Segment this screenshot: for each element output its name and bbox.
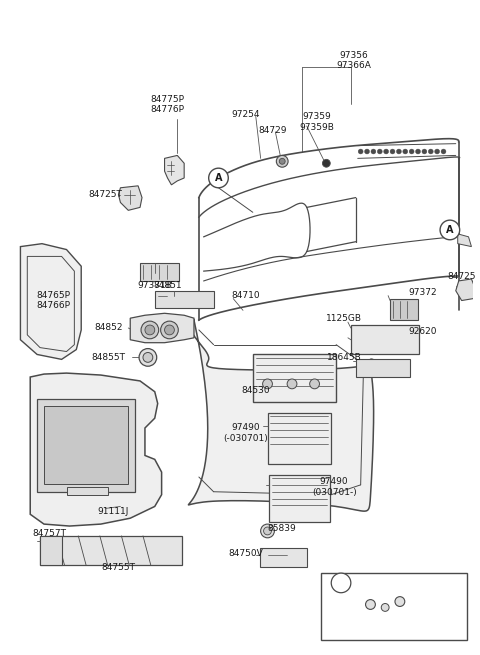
Polygon shape [21,244,81,360]
Circle shape [409,149,414,154]
Text: 84750V: 84750V [228,549,264,558]
Bar [253,354,336,402]
Circle shape [141,321,159,339]
Circle shape [390,149,395,154]
Circle shape [396,149,401,154]
Circle shape [165,325,174,335]
Circle shape [441,149,446,154]
Polygon shape [165,155,184,185]
Circle shape [358,149,363,154]
Circle shape [395,597,405,607]
Text: 84775P
84776P: 84775P 84776P [151,95,184,114]
Text: 84716T: 84716T [386,602,420,611]
Circle shape [371,149,376,154]
Bar [356,360,410,377]
Text: 84852: 84852 [95,324,123,333]
Text: 84855T: 84855T [92,353,126,362]
Text: 97356
97366A: 97356 97366A [336,50,371,70]
Circle shape [264,527,271,535]
Circle shape [261,524,275,538]
Text: 84725T: 84725T [89,190,123,199]
Bar [269,475,330,522]
Circle shape [377,149,382,154]
Text: 97254: 97254 [232,110,260,119]
Bar [37,399,135,492]
Text: 84851: 84851 [153,282,182,290]
Text: 84715G: 84715G [362,620,398,629]
Circle shape [263,379,273,389]
Circle shape [366,599,375,609]
Text: 1125GB: 1125GB [326,314,362,323]
Circle shape [428,149,433,154]
Text: 91111J: 91111J [97,507,128,516]
Circle shape [440,220,460,240]
Bar [67,487,108,495]
Text: 84755T: 84755T [101,563,135,572]
Text: 84530: 84530 [241,386,270,395]
Text: 97490
(030701-): 97490 (030701-) [312,477,357,496]
Circle shape [422,149,427,154]
Polygon shape [30,373,162,526]
Circle shape [287,379,297,389]
Bar [140,263,179,281]
Polygon shape [456,279,475,301]
Bar [40,536,61,565]
Bar [390,299,418,320]
Polygon shape [119,186,142,210]
Circle shape [403,149,408,154]
Text: 84710: 84710 [232,291,260,300]
Bar [40,536,182,565]
Bar [155,291,214,309]
Circle shape [381,603,389,611]
Text: 97372: 97372 [408,288,437,297]
Circle shape [435,149,440,154]
Bar [351,325,420,354]
Text: 97359
97359B: 97359 97359B [299,113,334,132]
Circle shape [276,155,288,167]
Text: 97490
(-030701): 97490 (-030701) [224,423,268,443]
Text: 84725: 84725 [447,272,476,280]
Circle shape [384,149,389,154]
Circle shape [143,352,153,362]
Circle shape [279,159,285,164]
Polygon shape [307,485,326,498]
Circle shape [416,149,420,154]
Circle shape [145,325,155,335]
Polygon shape [458,234,471,247]
Text: 84765P
84766P: 84765P 84766P [37,291,71,310]
Text: A: A [337,578,345,588]
Circle shape [310,379,320,389]
Polygon shape [189,320,374,511]
Bar [44,407,128,484]
Circle shape [365,149,370,154]
Bar [267,413,331,464]
Text: 92620: 92620 [408,328,437,337]
Bar [260,548,307,567]
Text: 18645B: 18645B [326,353,361,362]
Text: 97371B: 97371B [137,282,172,290]
Text: 84729: 84729 [258,126,287,136]
Circle shape [323,159,330,167]
Text: A: A [446,225,454,235]
Circle shape [139,348,156,366]
Circle shape [209,168,228,188]
Text: 1018AD: 1018AD [369,572,405,582]
Circle shape [161,321,178,339]
Bar [322,573,467,640]
Text: A: A [215,173,222,183]
Polygon shape [130,313,194,343]
Circle shape [331,573,351,593]
Text: 84757T: 84757T [33,529,67,538]
Text: 85839: 85839 [268,523,297,533]
